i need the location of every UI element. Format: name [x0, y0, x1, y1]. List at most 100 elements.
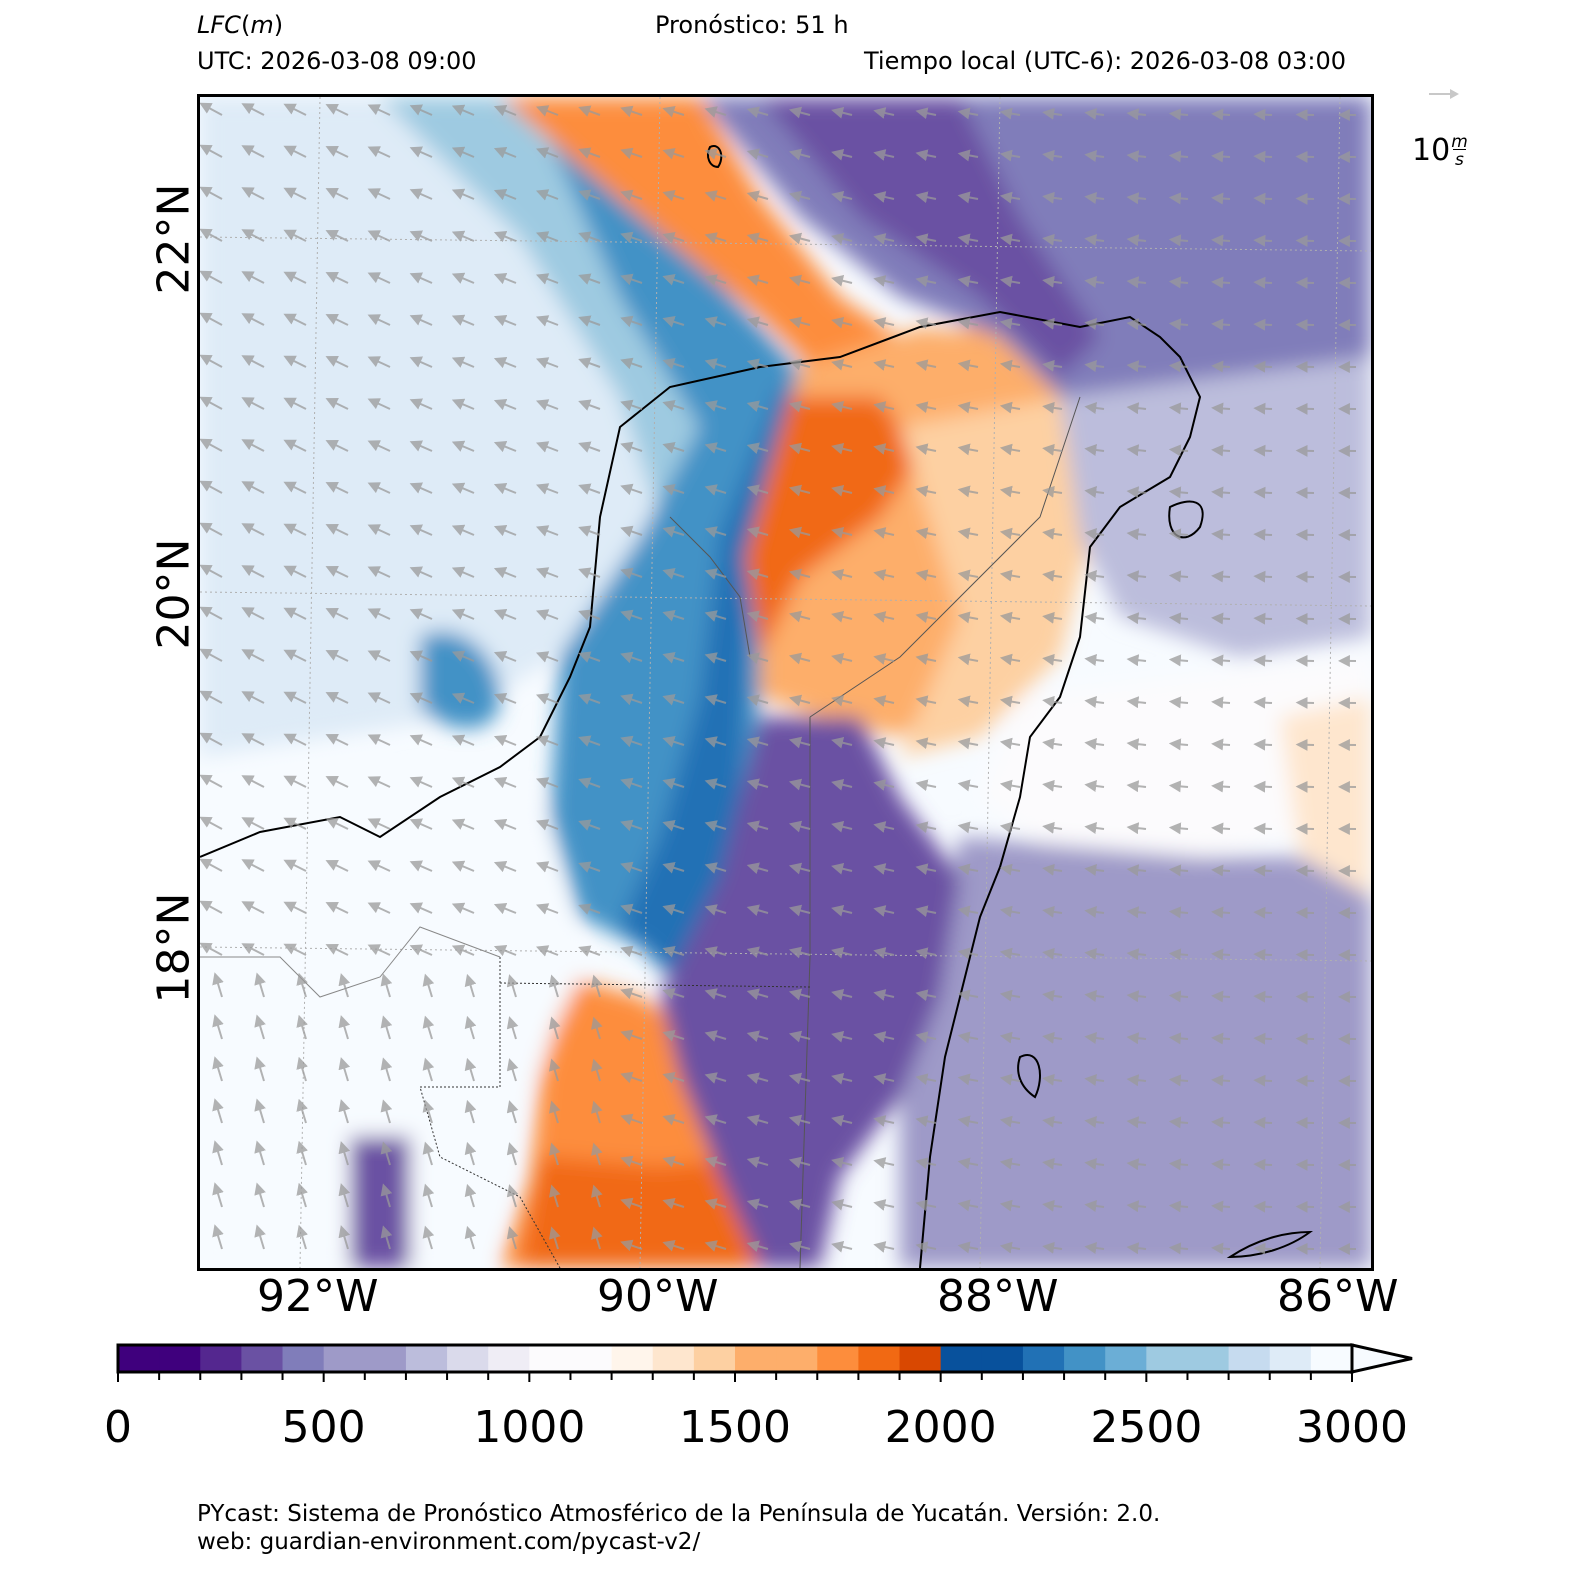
border-yucatan-quintanaroo	[809, 396, 1081, 718]
wind-vector	[296, 1182, 308, 1208]
wind-vector	[873, 1031, 895, 1043]
wind-vector	[999, 485, 1021, 498]
wind-vector	[506, 1016, 519, 1040]
wind-vector	[746, 190, 769, 203]
wind-vector	[957, 317, 979, 330]
wind-vector	[325, 817, 349, 830]
wind-vector	[788, 694, 811, 707]
colorbar-segment	[447, 1345, 489, 1372]
wind-vector	[1168, 1032, 1189, 1045]
colorbar-tick-label: 2500	[1090, 1402, 1203, 1453]
wind-vector	[704, 148, 727, 160]
wind-vector	[325, 397, 349, 410]
wind-vector	[493, 441, 517, 453]
region-purple-spot-southwest	[350, 1137, 410, 1268]
colorbar-segment	[118, 1345, 160, 1372]
wind-vector	[957, 1031, 979, 1044]
wind-reference-value: 10	[1412, 133, 1451, 168]
colorbar-segment	[405, 1345, 448, 1372]
wind-vector	[464, 973, 477, 998]
wind-vector	[200, 816, 223, 830]
wind-vector	[1211, 990, 1231, 1003]
wind-vector	[704, 1156, 727, 1168]
wind-vector	[1253, 1158, 1273, 1171]
wind-vector	[746, 442, 769, 455]
wind-vector	[1253, 318, 1273, 331]
wind-vector	[325, 691, 349, 704]
wind-vector	[788, 1198, 811, 1211]
wind-vector	[704, 400, 727, 412]
wind-vector	[1211, 444, 1231, 457]
wind-vector	[506, 1142, 519, 1166]
wind-vector	[1084, 612, 1105, 624]
wind-vector	[338, 1015, 351, 1040]
wind-vector	[620, 819, 643, 832]
wind-vector	[1168, 696, 1189, 709]
colorbar-svg	[116, 1343, 1413, 1382]
wind-vector	[1168, 486, 1189, 499]
wind-vector	[831, 862, 853, 875]
lat-label-18n: 18°N	[148, 892, 200, 1004]
wind-vector	[254, 1224, 266, 1250]
wind-vector	[493, 525, 517, 537]
wind-vector	[915, 779, 937, 792]
wind-vector	[409, 104, 433, 116]
wind-vector	[1126, 1200, 1147, 1213]
wind-vector	[1042, 569, 1063, 582]
wind-vector	[1211, 276, 1231, 289]
wind-vector	[704, 190, 727, 202]
wind-vector	[915, 1115, 937, 1128]
wind-vector	[915, 821, 937, 834]
wind-vector	[788, 568, 811, 581]
wind-vector	[338, 1141, 351, 1166]
wind-vector	[1253, 780, 1273, 793]
wind-vector	[957, 1199, 979, 1212]
wind-vector	[1126, 402, 1147, 415]
colorbar-segment	[159, 1345, 201, 1372]
wind-vector	[831, 106, 853, 119]
wind-vector	[1084, 864, 1105, 876]
wind-vector	[831, 778, 853, 791]
wind-vector	[325, 607, 349, 620]
wind-vector	[620, 525, 643, 538]
wind-vector	[1084, 906, 1105, 918]
wind-vector	[535, 315, 559, 327]
wind-vector	[746, 274, 769, 287]
wind-vector	[493, 147, 517, 159]
wind-vector	[367, 356, 391, 368]
wind-vector	[1042, 1199, 1063, 1212]
wind-vector	[338, 973, 351, 998]
colorbar-segment	[611, 1345, 654, 1372]
wind-vector	[620, 945, 643, 958]
wind-vector	[1084, 276, 1105, 288]
wind-vector	[1042, 653, 1063, 666]
wind-vector	[1126, 570, 1147, 583]
lat-label-20n: 20°N	[148, 538, 200, 650]
wind-vector	[535, 273, 559, 285]
wind-vector	[1126, 948, 1147, 961]
wind-vector	[200, 774, 223, 788]
wind-vector	[422, 1015, 435, 1040]
wind-vector	[999, 821, 1021, 834]
wind-vector	[873, 1115, 895, 1127]
wind-reference-label: 10m s	[1412, 133, 1468, 170]
wind-vector	[1211, 360, 1231, 373]
wind-vector	[662, 316, 685, 328]
wind-vector	[915, 863, 937, 876]
wind-vector	[451, 902, 475, 914]
wind-vector	[620, 441, 643, 454]
wind-vector	[1084, 486, 1105, 498]
wind-vector	[578, 693, 601, 705]
wind-vector	[1084, 1074, 1105, 1086]
wind-vector	[915, 233, 937, 246]
wind-vector	[200, 312, 223, 326]
wind-vector	[788, 274, 811, 287]
wind-vector	[746, 232, 769, 245]
wind-vector	[200, 186, 223, 200]
wind-vector	[451, 734, 475, 746]
wind-vector	[325, 733, 349, 746]
wind-vector	[1168, 948, 1189, 961]
wind-vector	[367, 146, 391, 158]
wind-vector	[999, 275, 1021, 288]
colorbar-segment	[1187, 1345, 1230, 1372]
